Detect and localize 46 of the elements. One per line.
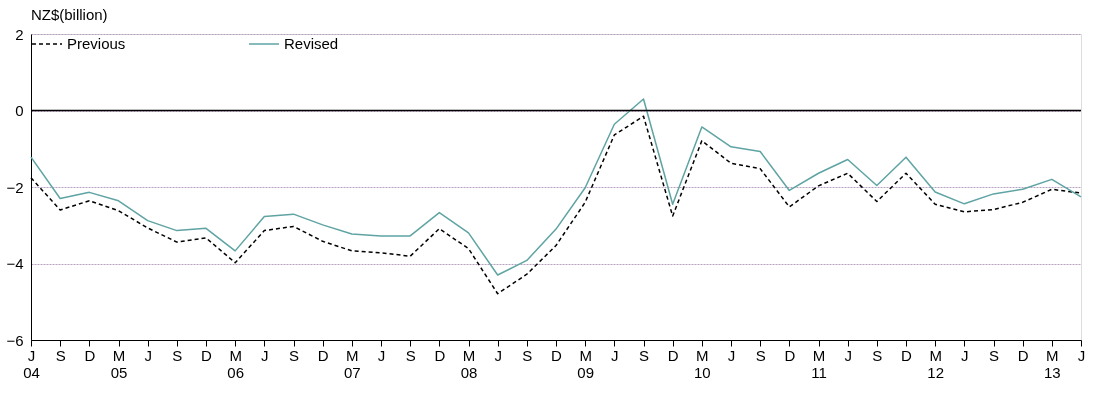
x-tick-label: D [317, 346, 329, 364]
y-tick-label: −6 [6, 331, 24, 349]
y-tick-label: −4 [6, 255, 24, 272]
x-tick-label: J [961, 346, 969, 364]
x-tick-label: D [551, 346, 563, 364]
x-tick-label: J [611, 346, 619, 364]
x-tick-label: J [727, 346, 736, 364]
x-tick-label: M 06 [227, 346, 245, 381]
legend-label: Previous [67, 35, 126, 52]
x-tick-label: S [172, 346, 183, 364]
x-tick-label: M 12 [927, 346, 945, 381]
line-series [30, 98, 1082, 276]
x-tick-label: D [667, 346, 679, 364]
x-tick-label: M 07 [343, 346, 361, 381]
x-tick-label: D [201, 346, 213, 364]
x-tick-label: S [988, 346, 1000, 364]
x-tick-label: M 05 [110, 346, 128, 381]
legend-label: Revised [284, 35, 339, 52]
x-tick-label: J [377, 346, 386, 364]
x-tick-label: J [144, 346, 152, 364]
x-tick-label: D [901, 346, 913, 364]
y-axis-title: NZ$(billion) [30, 6, 108, 23]
x-tick-label: S [755, 346, 766, 364]
x-tick-label: S [872, 346, 883, 364]
x-tick-label: J 04 [23, 346, 40, 381]
x-tick-label: M 11 [811, 346, 827, 381]
x-tick-label: S [55, 346, 66, 364]
x-tick-label: J [1077, 346, 1086, 364]
y-tick-label: −2 [6, 178, 24, 196]
x-tick-label: S [638, 346, 650, 364]
x-tick-label: D [434, 346, 446, 364]
x-tick-label: S [522, 346, 533, 364]
y-tick-label: 2 [15, 25, 24, 43]
x-tick-label: M 10 [693, 346, 711, 381]
x-tick-label: J [494, 346, 502, 364]
x-tick-label: D [1017, 346, 1029, 364]
x-tick-label: D [784, 346, 796, 364]
x-tick-label: J [844, 346, 852, 364]
x-tick-label: M 09 [577, 346, 595, 381]
x-tick-label: D [84, 346, 96, 364]
x-tick-label: S [405, 346, 416, 364]
x-tick-label: J [261, 346, 269, 364]
x-tick-label: S [288, 346, 300, 364]
x-tick-label: M 08 [460, 346, 478, 381]
y-tick-label: 0 [15, 102, 24, 119]
x-tick-label: M 13 [1043, 346, 1061, 381]
